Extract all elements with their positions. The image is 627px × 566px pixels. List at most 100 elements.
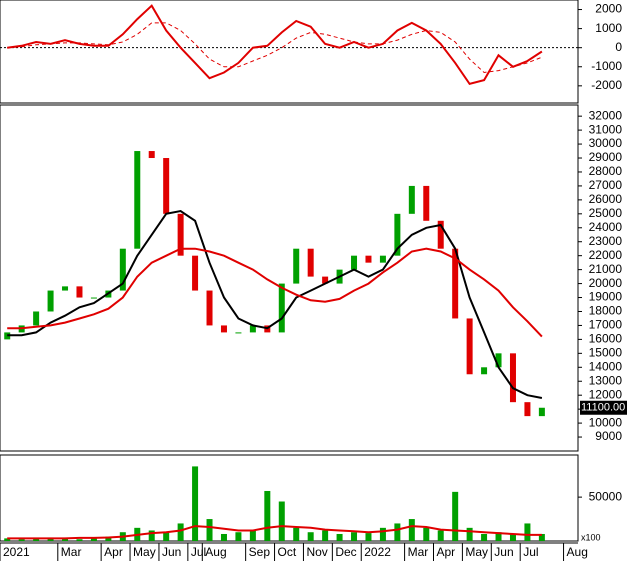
line [7, 209, 543, 399]
candle [119, 248, 126, 291]
line [7, 4, 543, 86]
candle [408, 185, 415, 214]
y-tick-label: 19000 [589, 290, 623, 304]
y-tick-label: 26000 [589, 192, 623, 206]
candle [509, 353, 516, 403]
y-tick-label: 21000 [589, 262, 623, 276]
y-tick-label: 20000 [589, 276, 623, 290]
candle [235, 332, 242, 334]
y-tick-label: 31000 [589, 122, 623, 136]
x-tick-label: 2021 [3, 545, 30, 559]
candle [192, 255, 199, 291]
y-tick-label: 24000 [589, 220, 623, 234]
bar [264, 490, 271, 541]
y-tick-label: 30000 [589, 136, 623, 150]
candle [62, 286, 69, 291]
bar [307, 532, 314, 541]
y-tick-label: 2000 [595, 2, 622, 16]
bar [62, 538, 69, 541]
x-tick-label: Sep [249, 545, 271, 559]
bar [423, 527, 430, 541]
x-tick-label: May [133, 545, 156, 559]
bar [4, 538, 11, 541]
x-tick-label: Dec [335, 545, 356, 559]
bar [495, 532, 502, 541]
candle [394, 213, 401, 256]
candle [466, 318, 473, 375]
bar [336, 533, 343, 541]
x-tick-label: Aug [205, 545, 226, 559]
candle [365, 255, 372, 263]
candle [423, 185, 430, 221]
candle [220, 325, 227, 333]
x-tick-label: Jul [191, 545, 206, 559]
candle [452, 248, 459, 319]
bar [220, 533, 227, 541]
y-tick-label: 18000 [589, 304, 623, 318]
bar [235, 532, 242, 541]
panel-frame [0, 0, 579, 104]
candle [33, 311, 40, 326]
bar [452, 491, 459, 541]
candle [90, 297, 97, 299]
y-tick-label: -2000 [591, 78, 622, 92]
bar [365, 533, 372, 541]
bar [394, 523, 401, 541]
bar [481, 533, 488, 541]
candle [278, 283, 285, 333]
candle [495, 353, 502, 368]
x-tick-label: Jul [523, 545, 538, 559]
x-tick-label: Apr [104, 545, 123, 559]
bar [177, 523, 184, 541]
bar [76, 539, 83, 541]
x-tick-label: Mar [408, 545, 429, 559]
bar [437, 530, 444, 541]
candle [322, 276, 329, 284]
bar [524, 523, 531, 541]
bar [90, 538, 97, 541]
bar [163, 532, 170, 541]
x-tick-label: 2022 [364, 545, 391, 559]
last-price-box [580, 400, 627, 415]
bar [293, 527, 300, 541]
y-tick-label: 28000 [589, 164, 623, 178]
y-tick-label: 50000 [589, 489, 623, 503]
y-tick-label: 15000 [589, 346, 623, 360]
candle [206, 290, 213, 326]
candle [293, 248, 300, 284]
candle [538, 407, 545, 417]
x-tick-label: Nov [306, 545, 327, 559]
candle [76, 286, 83, 298]
candle [47, 290, 54, 312]
candle [524, 402, 531, 417]
x-tick-label: Jun [494, 545, 513, 559]
y-tick-label: 17000 [589, 318, 623, 332]
bar [278, 501, 285, 541]
bar [105, 536, 112, 541]
candle [177, 213, 184, 256]
bar [322, 530, 329, 541]
y-tick-label: 16000 [589, 332, 623, 346]
candle [351, 255, 358, 270]
x-tick-label: Oct [278, 545, 297, 559]
bar [192, 466, 199, 541]
y-tick-label: 0 [615, 40, 622, 54]
y-tick-label: 25000 [589, 206, 623, 220]
y-tick-label: 32000 [589, 108, 623, 122]
y-tick-label: 13000 [589, 373, 623, 387]
y-tick-label: 14000 [589, 359, 623, 373]
candle [481, 367, 488, 375]
bar [148, 530, 155, 541]
y-tick-label: 10000 [589, 415, 623, 429]
panel-frame [0, 454, 579, 542]
y-tick-label: 23000 [589, 234, 623, 248]
x-tick-label: Apr [437, 545, 456, 559]
bar [408, 519, 415, 541]
x-tick-label: Aug [567, 545, 588, 559]
candle [379, 255, 386, 263]
candle [163, 158, 170, 214]
candle [437, 220, 444, 249]
y-tick-label: 29000 [589, 150, 623, 164]
